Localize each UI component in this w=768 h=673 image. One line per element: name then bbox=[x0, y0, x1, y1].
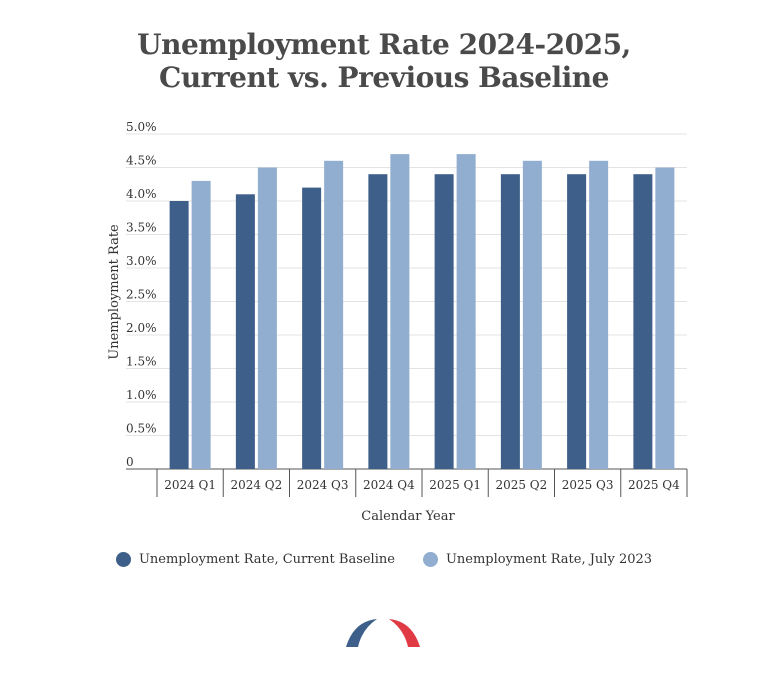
x-tick-label: 2025 Q2 bbox=[495, 478, 547, 492]
x-tick-label: 2024 Q4 bbox=[363, 478, 415, 492]
x-axis-ticks: 2024 Q1 2024 Q2 2024 Q3 2024 Q4 2025 Q1 2025 … bbox=[156, 469, 688, 497]
legend-swatch-current bbox=[115, 552, 131, 567]
legend-label-july-2023: Unemployment Rate, July 2023 bbox=[445, 552, 653, 567]
chart-title: Unemployment Rate 2024-2025, Current vs.… bbox=[0, 28, 768, 94]
bar-current-baseline bbox=[169, 201, 189, 469]
bar-current-baseline bbox=[434, 174, 454, 469]
bar-july-2023 bbox=[655, 167, 675, 469]
legend-item-current: Unemployment Rate, Current Baseline bbox=[115, 552, 395, 567]
bar-july-2023 bbox=[456, 154, 476, 469]
y-tick-label: 0.5% bbox=[126, 422, 157, 436]
y-tick-label: 3.5% bbox=[126, 221, 157, 235]
bar-current-baseline bbox=[235, 194, 255, 470]
y-tick-label: 3.0% bbox=[126, 254, 157, 268]
y-tick-label: 2.5% bbox=[126, 288, 157, 302]
x-tick-label: 2024 Q1 bbox=[164, 478, 216, 492]
bar-july-2023 bbox=[589, 160, 609, 470]
y-tick-label: 4.0% bbox=[126, 187, 157, 201]
y-tick-label: 1.0% bbox=[126, 388, 157, 402]
legend: Unemployment Rate, Current Baseline Unem… bbox=[0, 552, 768, 567]
chart-title-line-2: Current vs. Previous Baseline bbox=[159, 61, 609, 94]
x-tick-label: 2025 Q1 bbox=[429, 478, 481, 492]
y-axis-title: Unemployment Rate bbox=[107, 224, 122, 360]
y-tick-label: 1.5% bbox=[126, 355, 157, 369]
x-tick-label: 2025 Q3 bbox=[562, 478, 614, 492]
bar-july-2023 bbox=[390, 154, 410, 469]
y-tick-label: 5.0% bbox=[126, 120, 157, 134]
bar-july-2023 bbox=[257, 167, 277, 469]
bar-current-baseline bbox=[302, 187, 322, 469]
y-tick-label: 4.5% bbox=[126, 154, 157, 168]
legend-swatch-july-2023 bbox=[422, 552, 438, 567]
bar-current-baseline bbox=[368, 174, 388, 469]
bar-current-baseline bbox=[500, 174, 520, 469]
bars bbox=[169, 154, 675, 470]
bar-july-2023 bbox=[522, 160, 542, 470]
bar-july-2023 bbox=[191, 180, 211, 469]
legend-label-current: Unemployment Rate, Current Baseline bbox=[138, 552, 395, 567]
y-axis-ticks: 0 0.5% 1.0% 1.5% 2.0% 2.5% 3.0% 3.5% 4.0% 4.5% 5.0… bbox=[126, 120, 157, 469]
y-tick-label: 0 bbox=[126, 455, 134, 469]
bar-july-2023 bbox=[324, 160, 344, 470]
y-tick-label: 2.0% bbox=[126, 321, 157, 335]
chart-title-line-1: Unemployment Rate 2024-2025, bbox=[137, 28, 631, 61]
x-tick-label: 2024 Q2 bbox=[230, 478, 282, 492]
bar-current-baseline bbox=[633, 174, 653, 469]
bar-current-baseline bbox=[567, 174, 587, 469]
x-tick-label: 2025 Q4 bbox=[628, 478, 680, 492]
legend-item-july-2023: Unemployment Rate, July 2023 bbox=[422, 552, 653, 567]
logo-icon bbox=[346, 619, 420, 647]
x-tick-label: 2024 Q3 bbox=[297, 478, 349, 492]
bar-chart: 0 0.5% 1.0% 1.5% 2.0% 2.5% 3.0% 3.5% 4.0% 4.5% 5.0… bbox=[107, 120, 688, 524]
x-axis-title: Calendar Year bbox=[361, 509, 455, 524]
